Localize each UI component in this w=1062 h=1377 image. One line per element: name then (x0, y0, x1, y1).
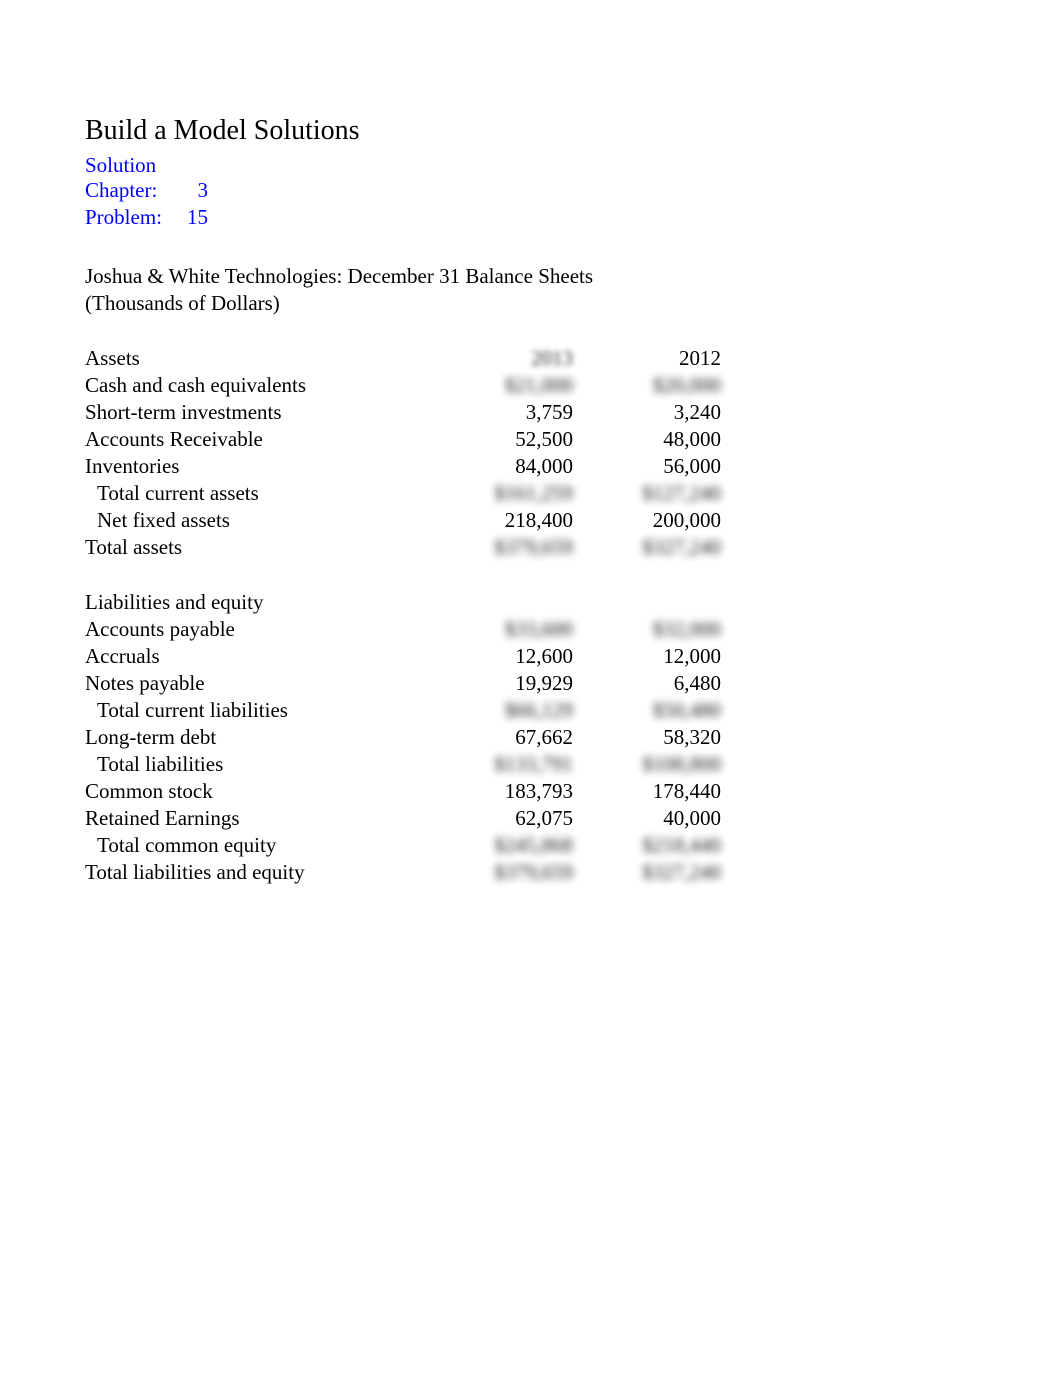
row-val-y1: $21,000 (425, 373, 573, 398)
row-label: Short-term investments (85, 400, 425, 425)
year2-header: 2012 (573, 346, 721, 371)
row-val-y2: 178,440 (573, 779, 721, 804)
table-row: Total liabilities $133,791 $108,800 (85, 752, 977, 777)
subtitle-line-1: Joshua & White Technologies: December 31… (85, 264, 977, 289)
row-label: Inventories (85, 454, 425, 479)
row-val-y1: 62,075 (425, 806, 573, 831)
row-val-y2: $108,800 (573, 752, 721, 777)
table-row: Accruals 12,600 12,000 (85, 644, 977, 669)
table-row: Inventories 84,000 56,000 (85, 454, 977, 479)
row-val-y2: 40,000 (573, 806, 721, 831)
row-val-y1: 12,600 (425, 644, 573, 669)
chapter-value: 3 (173, 178, 208, 203)
table-row: Total current assets $161,259 $127,240 (85, 481, 977, 506)
table-row: Common stock 183,793 178,440 (85, 779, 977, 804)
assets-header-row: Assets 2013 2012 (85, 346, 977, 371)
row-val-y1: 3,759 (425, 400, 573, 425)
liabilities-heading: Liabilities and equity (85, 590, 425, 615)
liabilities-header-row: Liabilities and equity (85, 590, 977, 615)
table-row: Total current liabilities $66,129 $50,48… (85, 698, 977, 723)
row-label: Total current assets (85, 481, 425, 506)
row-val-y1: 19,929 (425, 671, 573, 696)
solution-label: Solution (85, 153, 977, 178)
problem-label: Problem: (85, 205, 173, 230)
row-val-y1: $379,659 (425, 535, 573, 560)
row-label: Accounts payable (85, 617, 425, 642)
row-label: Retained Earnings (85, 806, 425, 831)
table-row: Cash and cash equivalents $21,000 $20,00… (85, 373, 977, 398)
row-val-y2: 58,320 (573, 725, 721, 750)
row-val-y1: $33,600 (425, 617, 573, 642)
row-val-y2: 48,000 (573, 427, 721, 452)
row-label: Total common equity (85, 833, 425, 858)
row-label: Total assets (85, 535, 425, 560)
row-val-y2: 200,000 (573, 508, 721, 533)
chapter-row: Chapter: 3 (85, 178, 977, 203)
row-val-y2: $20,000 (573, 373, 721, 398)
row-val-y1: $133,791 (425, 752, 573, 777)
row-val-y1: 67,662 (425, 725, 573, 750)
table-row: Notes payable 19,929 6,480 (85, 671, 977, 696)
row-val-y1: $245,868 (425, 833, 573, 858)
chapter-label: Chapter: (85, 178, 173, 203)
table-row: Long-term debt 67,662 58,320 (85, 725, 977, 750)
row-label: Accounts Receivable (85, 427, 425, 452)
row-val-y1: $379,659 (425, 860, 573, 885)
page-title: Build a Model Solutions (85, 115, 977, 147)
row-val-y2: $32,000 (573, 617, 721, 642)
row-val-y2: 6,480 (573, 671, 721, 696)
table-row: Retained Earnings 62,075 40,000 (85, 806, 977, 831)
row-val-y2: $50,480 (573, 698, 721, 723)
row-label: Total liabilities and equity (85, 860, 425, 885)
row-label: Cash and cash equivalents (85, 373, 425, 398)
assets-heading: Assets (85, 346, 425, 371)
row-label: Notes payable (85, 671, 425, 696)
row-val-y2: $218,440 (573, 833, 721, 858)
row-label: Total liabilities (85, 752, 425, 777)
table-row: Total assets $379,659 $327,240 (85, 535, 977, 560)
problem-value: 15 (173, 205, 208, 230)
row-label: Net fixed assets (85, 508, 425, 533)
row-val-y1: 183,793 (425, 779, 573, 804)
row-val-y2: $127,240 (573, 481, 721, 506)
row-val-y2: $327,240 (573, 535, 721, 560)
row-val-y1: $161,259 (425, 481, 573, 506)
year1-header: 2013 (425, 346, 573, 371)
row-val-y2: 56,000 (573, 454, 721, 479)
row-val-y1: 218,400 (425, 508, 573, 533)
row-val-y2: $327,240 (573, 860, 721, 885)
row-val-y1: 52,500 (425, 427, 573, 452)
row-label: Long-term debt (85, 725, 425, 750)
problem-row: Problem: 15 (85, 205, 977, 230)
table-row: Short-term investments 3,759 3,240 (85, 400, 977, 425)
table-row: Accounts Receivable 52,500 48,000 (85, 427, 977, 452)
row-val-y1: $66,129 (425, 698, 573, 723)
row-label: Common stock (85, 779, 425, 804)
row-val-y2: 3,240 (573, 400, 721, 425)
table-row: Accounts payable $33,600 $32,000 (85, 617, 977, 642)
row-label: Total current liabilities (85, 698, 425, 723)
row-val-y2: 12,000 (573, 644, 721, 669)
table-row: Total common equity $245,868 $218,440 (85, 833, 977, 858)
row-label: Accruals (85, 644, 425, 669)
table-row: Net fixed assets 218,400 200,000 (85, 508, 977, 533)
table-row: Total liabilities and equity $379,659 $3… (85, 860, 977, 885)
subtitle-line-2: (Thousands of Dollars) (85, 291, 977, 316)
row-val-y1: 84,000 (425, 454, 573, 479)
